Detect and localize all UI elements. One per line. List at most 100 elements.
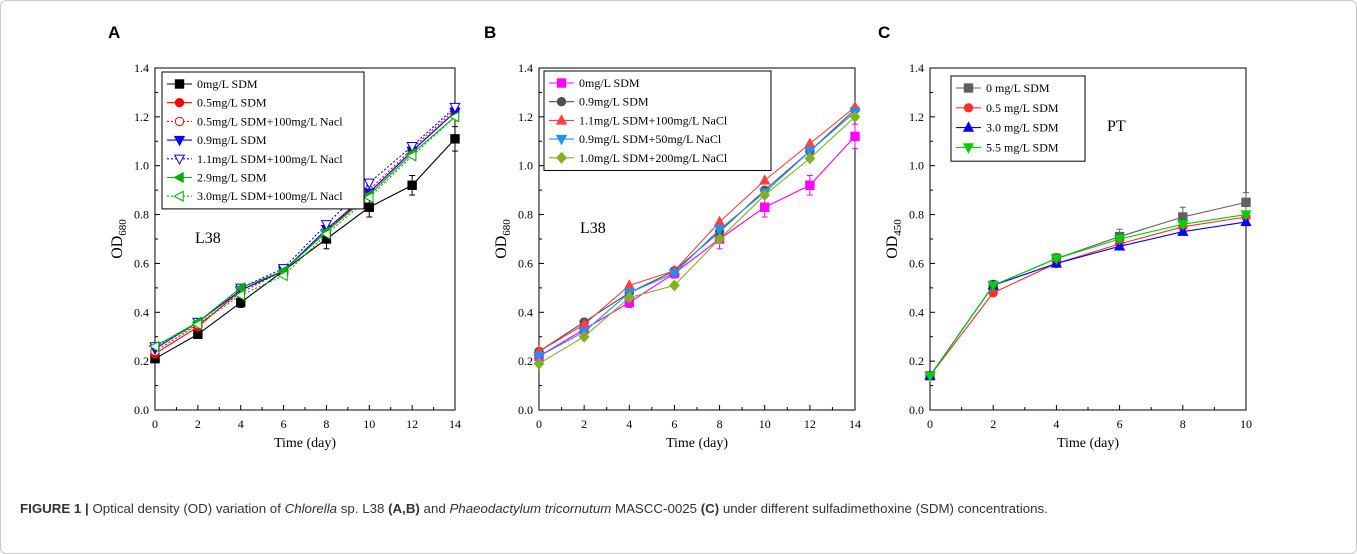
data-point (804, 146, 816, 158)
data-point (713, 225, 726, 236)
legend-marker (556, 78, 567, 88)
panel-a: A 0 2 4 6 8 10 12 14 0.0 0.2 0.4 0.6 0.8 1.0 1.2 1.4 Time… (108, 23, 461, 451)
caption-figure-label: FIGURE 1 | (20, 501, 89, 516)
data-point (1241, 197, 1251, 208)
legend-marker (962, 143, 975, 154)
y-tick-label: 1.0 (134, 159, 149, 173)
series (924, 210, 1252, 383)
figure-plot-area: A 0 2 4 6 8 10 12 14 0.0 0.2 0.4 0.6 0.8 1.0 1.2 1.4 Time… (108, 23, 1252, 451)
x-tick-label: 2 (990, 417, 996, 431)
x-tick-label: 14 (849, 417, 861, 431)
data-point (578, 330, 590, 343)
legend-label: 0.9mg/L SDM+50mg/L NaCl (579, 132, 722, 146)
legend-label: 0mg/L SDM (197, 77, 258, 91)
legend-item: 3.0 mg/L SDM (956, 121, 1059, 135)
data-point (363, 191, 374, 204)
y-axis-label: OD680 (493, 219, 513, 259)
x-tick-label: 2 (581, 417, 587, 431)
series-line (929, 221, 1247, 377)
y-tick-label: 0.6 (134, 256, 149, 270)
legend-item: 0.5mg/L SDM+100mg/L Nacl (167, 114, 343, 128)
y-tick-label: 0.2 (909, 354, 924, 368)
x-tick-label: 10 (759, 417, 771, 431)
caption-species-2: Phaeodactylum tricornutum (449, 501, 612, 516)
legend-label: 0.9mg/L SDM (579, 95, 649, 109)
legend-item: 0.5 mg/L SDM (956, 101, 1059, 115)
data-point (320, 220, 333, 231)
y-tick-label: 1.2 (909, 110, 924, 124)
panel-letter: A (108, 23, 120, 42)
x-axis-label: Time (day) (274, 436, 336, 451)
x-tick-label: 12 (804, 417, 816, 431)
y-tick-label: 0.2 (134, 354, 149, 368)
legend-marker (963, 83, 974, 93)
caption-panel-ref: (A,B) (388, 501, 420, 516)
data-point (449, 102, 461, 114)
series-line (929, 214, 1247, 377)
y-tick-label: 0.0 (134, 403, 149, 417)
data-point (1240, 215, 1252, 227)
series (924, 215, 1252, 380)
data-point (1113, 240, 1126, 251)
series (925, 192, 1251, 381)
panel-letter: C (878, 23, 890, 42)
y-tick-label: 0.4 (134, 305, 149, 319)
legend-label: 1.1mg/L SDM+100mg/L Nacl (197, 152, 343, 166)
series-line (154, 106, 456, 347)
legend-marker (174, 116, 185, 127)
legend-label: 0mg/L SDM (579, 76, 640, 90)
caption-text: sp. L38 (337, 501, 389, 516)
y-tick-label: 0.6 (909, 256, 924, 270)
data-point (1178, 212, 1188, 222)
legend-box (543, 70, 772, 171)
legend-label: 3.0 mg/L SDM (986, 121, 1059, 135)
legend-item: 0mg/L SDM (549, 76, 640, 90)
legend-marker (555, 114, 568, 125)
panel-annotation: PT (1107, 118, 1126, 135)
data-point (804, 152, 816, 165)
legend-marker (173, 171, 184, 184)
data-point (191, 318, 203, 331)
x-tick-label: 4 (1053, 417, 1059, 431)
legend-label: 0.5 mg/L SDM (986, 101, 1059, 115)
data-point (1177, 225, 1189, 236)
data-point (320, 228, 331, 240)
series-line (929, 201, 1247, 377)
series (925, 212, 1251, 381)
x-tick-label: 8 (1180, 417, 1186, 431)
legend-label: 1.1mg/L SDM+100mg/L NaCl (579, 113, 728, 127)
data-point (713, 215, 726, 227)
data-point (406, 141, 418, 153)
x-tick-label: 0 (927, 417, 933, 431)
y-tick-label: 0.4 (909, 305, 924, 319)
x-tick-label: 8 (323, 417, 329, 431)
caption-text: under different sulfadimethoxine (SDM) c… (719, 501, 1048, 516)
x-tick-label: 12 (406, 417, 418, 431)
y-axis-label: OD450 (884, 219, 904, 259)
x-tick-label: 2 (195, 417, 201, 431)
legend-label: 0.5mg/L SDM+100mg/L Nacl (197, 114, 343, 128)
data-point (277, 270, 288, 282)
data-point (714, 233, 725, 245)
legend-item: 0.9mg/L SDM (167, 133, 267, 147)
data-point (804, 137, 816, 148)
legend-item: 2.9mg/L SDM (167, 171, 267, 185)
series-line (154, 116, 456, 347)
panel-annotation: L38 (580, 220, 606, 237)
data-point (148, 340, 160, 353)
series-line (929, 216, 1247, 377)
data-point (1050, 254, 1063, 265)
legend-label: 0 mg/L SDM (986, 81, 1050, 95)
legend-marker (173, 190, 184, 202)
y-tick-label: 1.4 (134, 61, 149, 75)
legend-item: 5.5 mg/L SDM (956, 140, 1059, 154)
data-point (669, 279, 680, 292)
data-point (987, 281, 999, 292)
data-point (234, 282, 245, 294)
x-tick-label: 0 (536, 417, 542, 431)
x-tick-label: 6 (671, 417, 677, 431)
panel-b: B 0 2 4 6 8 10 12 14 0.0 0.2 0.4 0.6 0.8 1.0 1.2 1.4 Time… (484, 23, 861, 451)
data-point (850, 131, 860, 142)
data-point (924, 371, 936, 383)
data-point (533, 352, 545, 363)
